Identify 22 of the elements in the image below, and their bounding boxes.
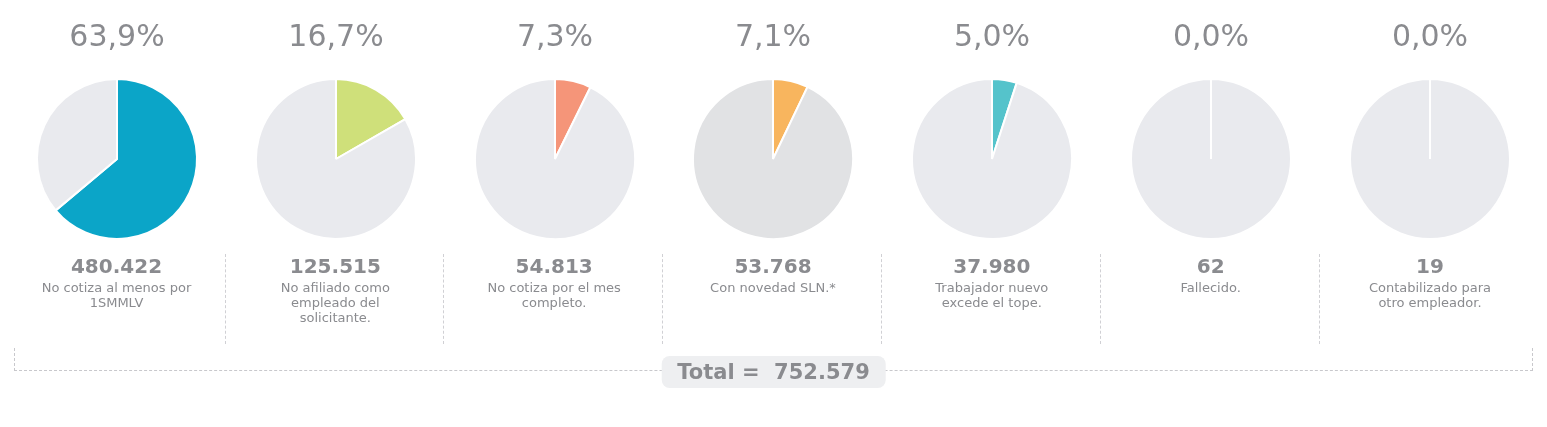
text: Con novedad SLN.*: [709, 280, 837, 295]
text: 0,0%: [1391, 17, 1469, 53]
text: 37.980: [952, 254, 1032, 278]
text: Contabilizado para otro empleador.: [1367, 280, 1492, 310]
text: 62: [1195, 254, 1226, 278]
text: No afiliado como empleado del solicitante.: [279, 280, 391, 325]
text: Total = 752.579: [661, 356, 886, 388]
data-label: 16,7%: [288, 17, 384, 53]
data-label: 7,1%: [735, 17, 812, 53]
text: 53.768: [733, 254, 813, 278]
data-label: 7,3%: [516, 17, 593, 53]
text: Fallecido.: [1179, 280, 1242, 295]
text: No cotiza al menos por 1SMMLV: [41, 280, 192, 310]
text: 480.422: [69, 254, 164, 278]
text: 19: [1415, 254, 1445, 278]
text: 0,0%: [1173, 17, 1250, 53]
data-label: 5,0%: [954, 17, 1031, 53]
text: 125.515: [288, 254, 382, 278]
text: No cotiza por el mes completo.: [486, 280, 622, 310]
text: Trabajador nuevo excede el tope.: [934, 280, 1050, 310]
data-label: 63,9%: [69, 17, 165, 53]
text: 54.813: [514, 254, 594, 278]
